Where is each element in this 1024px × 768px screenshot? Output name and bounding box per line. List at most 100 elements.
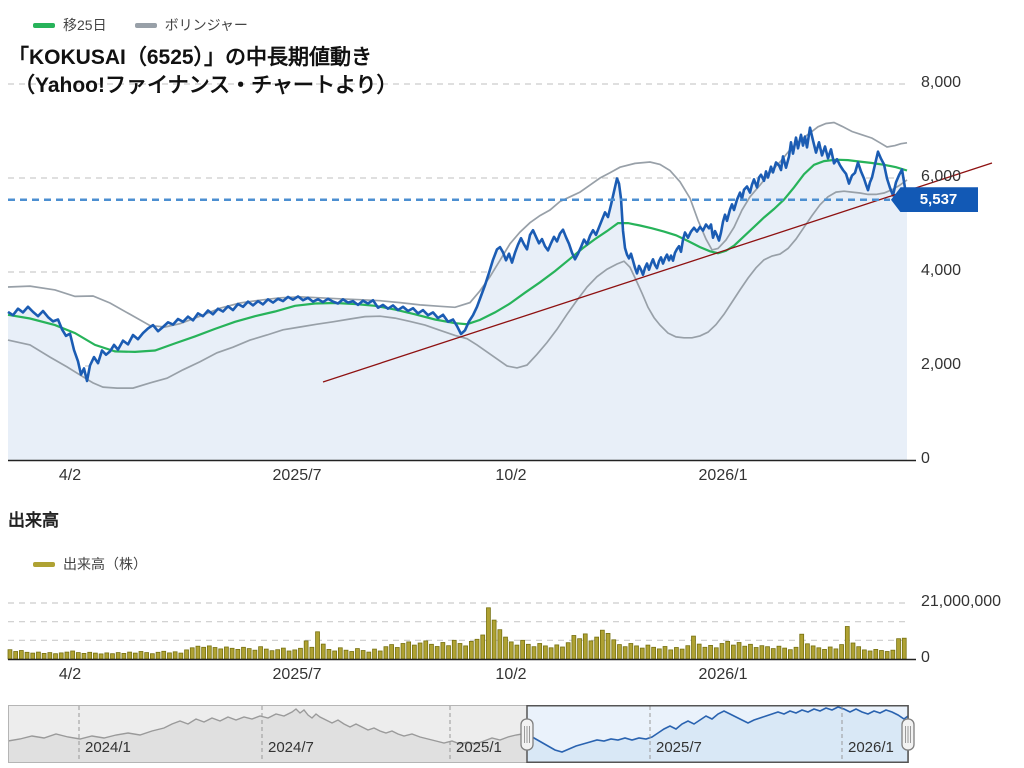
volume-bar <box>383 646 389 660</box>
volume-bar <box>656 648 662 660</box>
volume-bar <box>366 651 372 660</box>
volume-bar <box>189 647 195 660</box>
volume-bar <box>206 645 212 660</box>
main-x-tick-2025/7: 2025/7 <box>272 467 322 484</box>
navigator-right-handle[interactable] <box>901 718 915 751</box>
bollinger-legend-label: ボリンジャー <box>164 17 248 33</box>
navigator-label-2024/7: 2024/7 <box>268 739 314 756</box>
ma25-legend-label: 移25日 <box>63 17 107 33</box>
navigator-label-2026/1: 2026/1 <box>848 739 894 756</box>
volume-bar <box>525 643 531 660</box>
volume-bar <box>303 640 309 660</box>
main-x-tick-10/2: 10/2 <box>495 467 527 484</box>
volume-bar <box>594 636 600 660</box>
volume-bar <box>668 649 674 660</box>
volume-bar <box>565 642 571 660</box>
price-line <box>7 126 909 383</box>
volume-section-header: 出来高 <box>8 511 59 530</box>
ma25-line-swatch-icon <box>33 22 55 28</box>
volume-bar <box>400 643 406 660</box>
volume-bar <box>833 648 839 660</box>
volume-bar <box>150 653 155 660</box>
volume-bar <box>269 650 275 660</box>
volume-bar <box>332 650 337 660</box>
volume-bar <box>816 647 822 660</box>
volume-bar <box>355 648 360 660</box>
volume-bar <box>24 651 30 660</box>
volume-bar <box>725 641 731 660</box>
volume-bar <box>765 646 770 660</box>
volume-bar <box>713 647 719 660</box>
volume-bar <box>890 649 896 660</box>
volume-x-tick-10/2: 10/2 <box>495 666 527 683</box>
current-price-tag: 5,537 <box>891 187 978 213</box>
volume-bar <box>850 642 856 660</box>
volume-bar <box>138 651 144 660</box>
navigator-left-handle[interactable] <box>520 718 534 751</box>
volume-bar <box>605 633 611 660</box>
volume-bar <box>218 648 224 660</box>
volume-bar <box>696 643 702 660</box>
volume-bar <box>645 644 651 660</box>
volume-bar <box>394 647 400 660</box>
volume-bar <box>571 635 577 660</box>
volume-bar <box>58 652 64 660</box>
volume-bar <box>531 646 537 660</box>
volume-bar <box>81 653 87 660</box>
volume-bar <box>702 646 708 660</box>
main-y-tick-8,000: 8,000 <box>921 74 962 91</box>
volume-bar <box>47 652 53 660</box>
volume-bar <box>115 652 121 660</box>
volume-bar <box>224 646 229 660</box>
volume-bar <box>759 645 765 660</box>
main-x-tick-2026/1: 2026/1 <box>698 467 748 484</box>
volume-bar <box>121 653 127 660</box>
volume-legend-label: 出来高（株） <box>63 556 147 572</box>
volume-bar <box>611 639 617 660</box>
navigator-gray-area <box>8 709 527 762</box>
trend-line <box>322 162 993 383</box>
volume-y-tick-0: 0 <box>921 649 930 666</box>
legend-item-ma25: 移25日 <box>33 15 107 35</box>
volume-bar <box>799 633 805 660</box>
legend-item-bollinger: ボリンジャー <box>134 15 248 35</box>
volume-bar <box>144 652 150 660</box>
volume-bar <box>787 649 793 660</box>
volume-bar <box>315 631 320 660</box>
volume-bar <box>110 653 115 660</box>
volume-bar <box>252 649 258 660</box>
volume-bar <box>691 635 696 660</box>
volume-bar <box>18 650 24 660</box>
volume-bar <box>309 646 315 660</box>
range-navigator[interactable] <box>0 705 1024 763</box>
volume-bar <box>7 649 13 660</box>
volume-bar <box>349 651 355 660</box>
volume-bar <box>229 647 235 660</box>
volume-bar <box>867 650 873 660</box>
volume-chart[interactable] <box>0 580 1024 680</box>
main-y-tick-6,000: 6,000 <box>921 168 962 185</box>
volume-bar <box>241 646 246 660</box>
volume-bar <box>582 633 588 660</box>
volume-bar <box>275 649 281 660</box>
main-price-chart[interactable] <box>0 60 1024 462</box>
volume-bar <box>548 647 554 660</box>
volume-bar <box>104 652 110 660</box>
volume-bar <box>719 643 725 660</box>
volume-bar <box>782 647 787 660</box>
volume-bar <box>446 645 451 660</box>
volume-bar <box>337 647 343 660</box>
volume-bar <box>776 645 782 660</box>
volume-bar <box>543 645 548 660</box>
volume-x-tick-2026/1: 2026/1 <box>698 666 748 683</box>
volume-bar <box>810 645 816 660</box>
volume-x-tick-2025/7: 2025/7 <box>272 666 322 683</box>
volume-bar <box>246 648 252 660</box>
volume-bar <box>896 638 901 660</box>
volume-bar <box>93 652 98 660</box>
navigator-label-2024/1: 2024/1 <box>85 739 131 756</box>
bollinger-line-swatch-icon <box>134 22 157 28</box>
volume-bar <box>178 652 184 660</box>
volume-bar <box>389 644 394 660</box>
volume-bar <box>508 641 514 660</box>
